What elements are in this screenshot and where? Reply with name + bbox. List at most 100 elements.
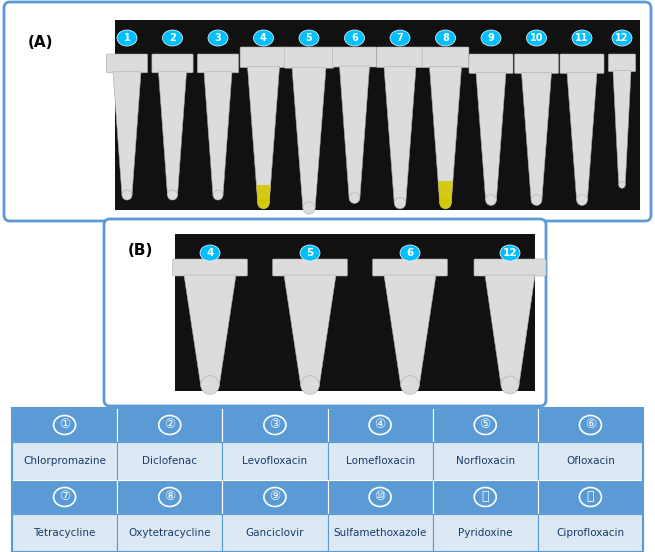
Bar <box>433 442 538 480</box>
Bar <box>115 20 640 210</box>
Bar <box>328 442 433 480</box>
Text: 9: 9 <box>487 33 495 43</box>
Bar <box>538 442 643 480</box>
Polygon shape <box>384 67 416 203</box>
Polygon shape <box>204 72 232 195</box>
Polygon shape <box>521 72 552 200</box>
Bar <box>222 514 328 552</box>
Text: Sulfamethoxazole: Sulfamethoxazole <box>333 528 427 538</box>
Bar <box>117 408 222 442</box>
FancyBboxPatch shape <box>469 54 513 73</box>
Text: 8: 8 <box>442 33 449 43</box>
Bar <box>117 514 222 552</box>
Text: Chlorpromazine: Chlorpromazine <box>23 456 106 466</box>
Bar <box>12 442 117 480</box>
Circle shape <box>401 376 419 394</box>
Bar <box>328 514 433 552</box>
FancyBboxPatch shape <box>173 259 248 276</box>
FancyBboxPatch shape <box>422 47 469 67</box>
Circle shape <box>257 197 269 209</box>
Bar <box>222 408 328 442</box>
Ellipse shape <box>500 245 520 261</box>
FancyBboxPatch shape <box>152 54 193 73</box>
Circle shape <box>485 195 496 205</box>
Text: Ciprofloxacin: Ciprofloxacin <box>556 528 624 538</box>
FancyBboxPatch shape <box>240 47 287 67</box>
Ellipse shape <box>527 30 546 46</box>
FancyBboxPatch shape <box>560 54 604 73</box>
Text: 6: 6 <box>351 33 358 43</box>
Text: Ganciclovir: Ganciclovir <box>246 528 304 538</box>
Text: (B): (B) <box>128 243 153 258</box>
Bar <box>433 514 538 552</box>
Polygon shape <box>256 185 271 203</box>
Bar <box>538 514 643 552</box>
FancyBboxPatch shape <box>373 259 447 276</box>
Ellipse shape <box>400 245 420 261</box>
Text: Oxytetracycline: Oxytetracycline <box>128 528 211 538</box>
Polygon shape <box>248 67 280 203</box>
Circle shape <box>619 182 626 188</box>
Text: ⑨: ⑨ <box>269 491 280 503</box>
Text: 4: 4 <box>260 33 267 43</box>
Text: ⑪: ⑪ <box>481 491 489 503</box>
Bar <box>328 408 433 442</box>
Text: Pyridoxine: Pyridoxine <box>458 528 512 538</box>
Polygon shape <box>384 275 436 385</box>
Ellipse shape <box>117 30 137 46</box>
Polygon shape <box>159 72 187 195</box>
Text: ⑧: ⑧ <box>164 491 176 503</box>
Text: ③: ③ <box>269 418 280 432</box>
Bar <box>12 480 117 514</box>
Text: Tetracycline: Tetracycline <box>33 528 96 538</box>
Text: 5: 5 <box>307 248 314 258</box>
Text: ⑩: ⑩ <box>375 491 386 503</box>
Text: 4: 4 <box>206 248 214 258</box>
Bar <box>538 480 643 514</box>
Text: 12: 12 <box>503 248 517 258</box>
FancyBboxPatch shape <box>4 2 651 221</box>
Ellipse shape <box>572 30 592 46</box>
Text: 7: 7 <box>397 33 403 43</box>
Bar <box>12 408 117 442</box>
Circle shape <box>200 376 219 394</box>
Ellipse shape <box>300 245 320 261</box>
FancyBboxPatch shape <box>474 259 546 276</box>
Text: 6: 6 <box>406 248 413 258</box>
Circle shape <box>394 197 405 209</box>
Text: ①: ① <box>59 418 70 432</box>
Polygon shape <box>339 66 369 198</box>
Bar <box>117 442 222 480</box>
Text: ⑫: ⑫ <box>587 491 594 503</box>
FancyBboxPatch shape <box>272 259 347 276</box>
Text: 2: 2 <box>169 33 176 43</box>
Bar <box>222 480 328 514</box>
Ellipse shape <box>200 245 220 261</box>
Polygon shape <box>284 275 336 385</box>
Text: ⑤: ⑤ <box>479 418 491 432</box>
Ellipse shape <box>345 30 364 46</box>
Circle shape <box>257 197 269 209</box>
Text: Ofloxacin: Ofloxacin <box>566 456 615 466</box>
Text: ⑥: ⑥ <box>585 418 596 432</box>
FancyBboxPatch shape <box>284 47 334 68</box>
Ellipse shape <box>162 30 183 46</box>
Text: 1: 1 <box>124 33 130 43</box>
FancyBboxPatch shape <box>514 54 559 73</box>
Text: 5: 5 <box>306 33 312 43</box>
Circle shape <box>576 195 588 205</box>
Bar <box>12 514 117 552</box>
Text: 11: 11 <box>575 33 589 43</box>
Circle shape <box>122 190 132 200</box>
Polygon shape <box>438 181 453 203</box>
Circle shape <box>303 202 315 214</box>
Text: ④: ④ <box>375 418 386 432</box>
FancyBboxPatch shape <box>104 219 546 406</box>
Circle shape <box>501 376 519 394</box>
Polygon shape <box>292 67 326 208</box>
Ellipse shape <box>299 30 319 46</box>
Bar <box>12 408 643 552</box>
Text: (A): (A) <box>28 35 54 50</box>
Circle shape <box>213 190 223 200</box>
Text: Norfloxacin: Norfloxacin <box>456 456 515 466</box>
